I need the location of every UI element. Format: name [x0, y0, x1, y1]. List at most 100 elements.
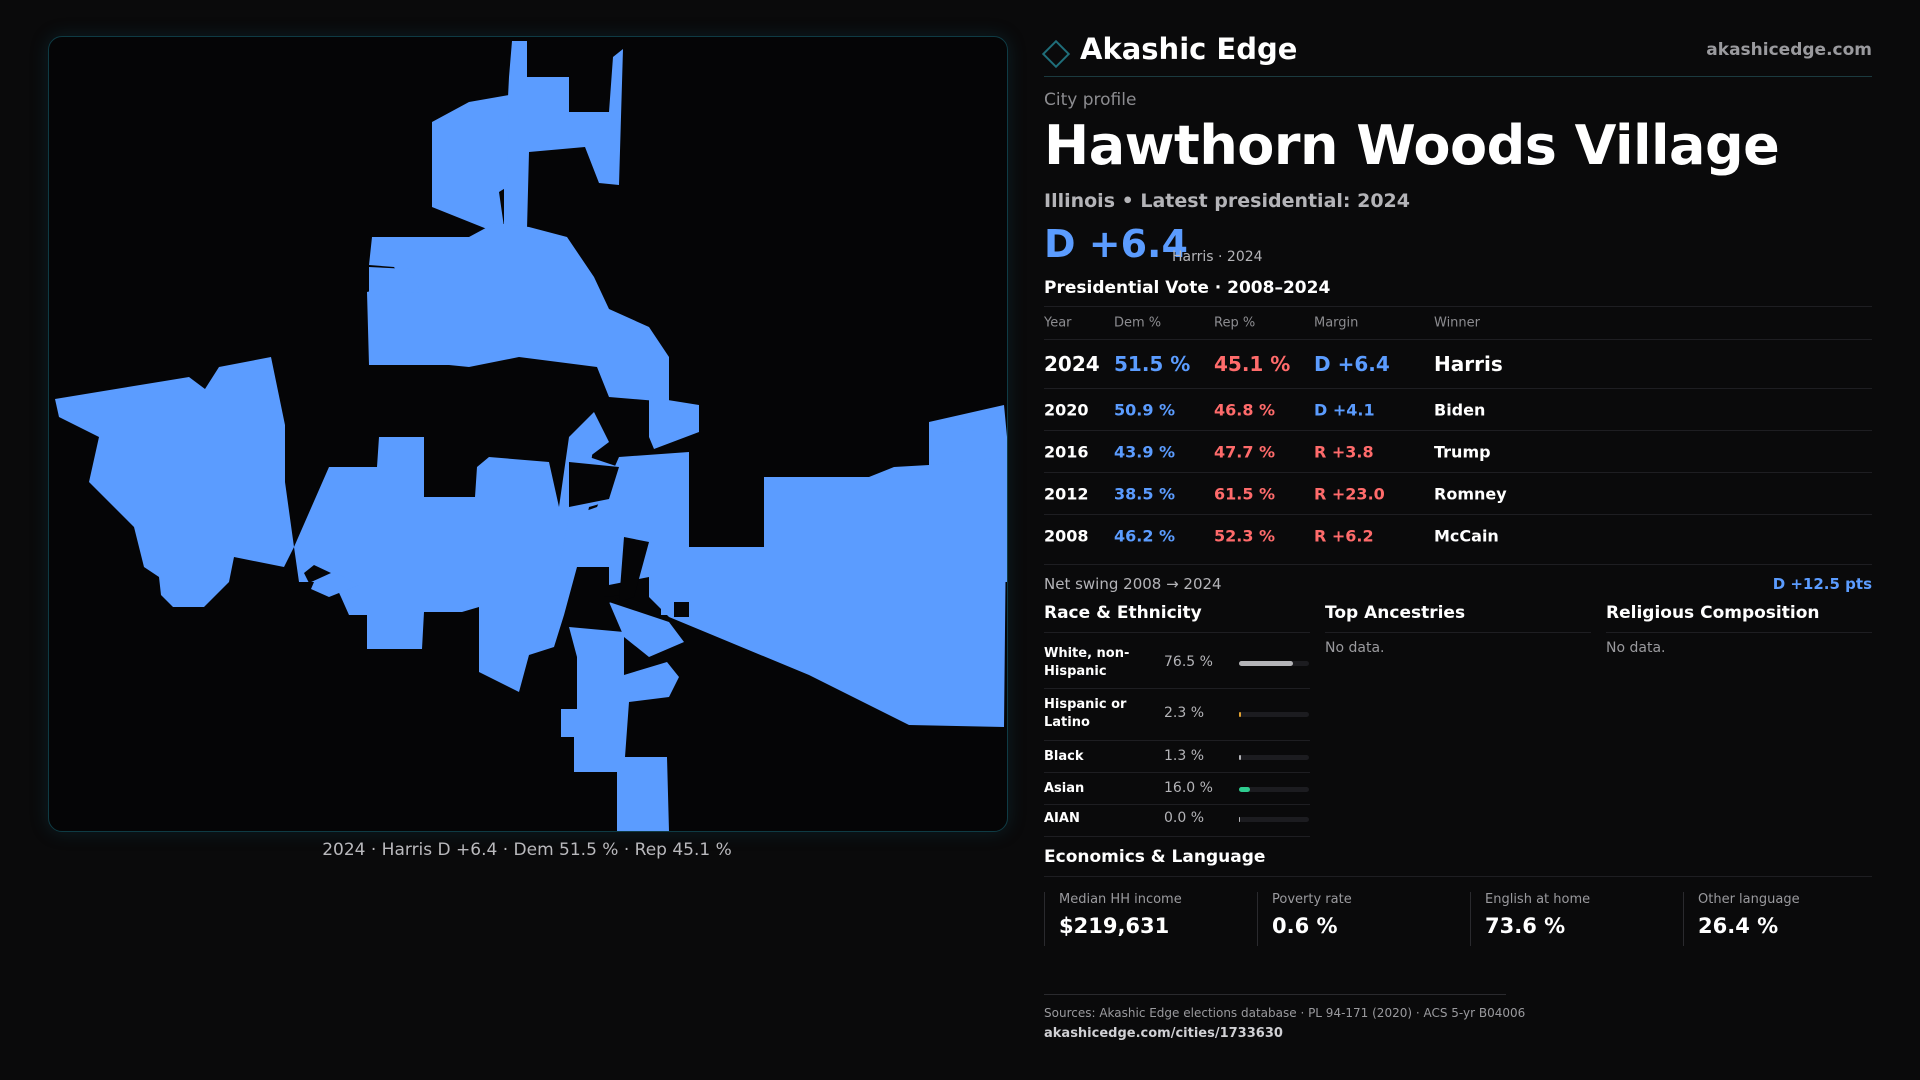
race-bar-fill [1239, 712, 1241, 717]
race-label: White, non-Hispanic [1044, 646, 1130, 679]
margin-cell: R +3.8 [1314, 442, 1374, 461]
winner-cell: Trump [1434, 442, 1491, 461]
race-value: 16.0 % [1164, 780, 1213, 796]
column-header: Rep % [1214, 315, 1256, 331]
column-header: Margin [1314, 315, 1359, 331]
ancestries-section-title: Top Ancestries [1325, 603, 1466, 623]
brand-name: Akashic Edge [1080, 32, 1298, 66]
race-value: 76.5 % [1164, 654, 1213, 670]
race-bar-fill [1239, 755, 1241, 760]
table-row: 2016 43.9 % 47.7 % R +3.8 Trump [1044, 430, 1872, 472]
winner-cell: McCain [1434, 526, 1499, 545]
map-caption: 2024 · Harris D +6.4 · Dem 51.5 % · Rep … [322, 840, 732, 860]
race-label: Asian [1044, 781, 1085, 796]
table-row: 2012 38.5 % 61.5 % R +23.0 Romney [1044, 472, 1872, 514]
rep-pct-cell: 52.3 % [1214, 526, 1276, 545]
margin-cell: R +23.0 [1314, 484, 1385, 503]
headline-margin-note: Harris · 2024 [1172, 249, 1263, 265]
brand-header: Akashic Edge akashicedge.com [1041, 32, 1872, 77]
table-row: 2024 51.5 % 45.1 % D +6.4 Harris [1044, 339, 1872, 388]
econ-label: English at home [1485, 892, 1591, 907]
headline-margin: D +6.4 [1044, 222, 1188, 266]
dem-pct-cell: 38.5 % [1114, 484, 1176, 503]
rep-pct-cell: 45.1 % [1214, 352, 1291, 376]
religion-empty: No data. [1606, 640, 1666, 656]
dem-pct-cell: 46.2 % [1114, 526, 1176, 545]
race-divider [1044, 632, 1310, 633]
margin-cell: D +6.4 [1314, 352, 1390, 376]
race-row: Black 1.3 % [1044, 742, 1310, 773]
brand-logo-icon [1041, 39, 1071, 69]
race-label: Black [1044, 749, 1084, 764]
economics-divider [1044, 876, 1872, 877]
race-label: AIAN [1044, 811, 1080, 826]
year-cell: 2024 [1044, 352, 1100, 376]
race-row: Asian 16.0 % [1044, 774, 1310, 805]
race-row: AIAN 0.0 % [1044, 806, 1310, 837]
year-cell: 2012 [1044, 484, 1089, 503]
dem-pct-cell: 50.9 % [1114, 400, 1176, 419]
winner-cell: Romney [1434, 484, 1507, 503]
race-value: 1.3 % [1164, 748, 1205, 764]
econ-card-income: Median HH income $219,631 [1044, 892, 1245, 946]
race-bar-track [1239, 712, 1309, 717]
econ-card-other-language: Other language 26.4 % [1683, 892, 1884, 946]
vote-table-title: Presidential Vote · 2008–2024 [1044, 278, 1331, 298]
city-boundary-shape [55, 41, 1007, 831]
column-header: Dem % [1114, 315, 1162, 331]
economics-section-title: Economics & Language [1044, 847, 1266, 867]
year-cell: 2016 [1044, 442, 1089, 461]
race-bar-track [1239, 787, 1309, 792]
race-bar-track [1239, 661, 1309, 666]
page-subtitle: Illinois • Latest presidential: 2024 [1044, 190, 1411, 212]
religion-divider [1606, 632, 1872, 633]
dem-pct-cell: 51.5 % [1114, 352, 1191, 376]
race-value: 2.3 % [1164, 705, 1205, 721]
margin-cell: D +4.1 [1314, 400, 1375, 419]
econ-value: $219,631 [1059, 914, 1170, 938]
year-cell: 2008 [1044, 526, 1089, 545]
table-row: 2020 50.9 % 46.8 % D +4.1 Biden [1044, 388, 1872, 430]
race-value: 0.0 % [1164, 810, 1205, 826]
net-swing-value: D +12.5 pts [1772, 575, 1872, 593]
econ-value: 0.6 % [1272, 914, 1338, 938]
econ-card-poverty: Poverty rate 0.6 % [1257, 892, 1458, 946]
city-boundary-map [48, 36, 1008, 832]
dem-pct-cell: 43.9 % [1114, 442, 1176, 461]
econ-card-english: English at home 73.6 % [1470, 892, 1671, 946]
race-bar-track [1239, 755, 1309, 760]
winner-cell: Biden [1434, 400, 1486, 419]
econ-label: Poverty rate [1272, 892, 1352, 907]
econ-label: Other language [1698, 892, 1800, 907]
winner-cell: Harris [1434, 352, 1503, 376]
econ-label: Median HH income [1059, 892, 1182, 907]
race-bar-fill [1239, 787, 1251, 792]
race-row: Hispanic or Latino 2.3 % [1044, 690, 1310, 741]
table-row: 2008 46.2 % 52.3 % R +6.2 McCain [1044, 514, 1872, 556]
rep-pct-cell: 47.7 % [1214, 442, 1276, 461]
footer-divider [1044, 994, 1506, 995]
rep-pct-cell: 61.5 % [1214, 484, 1276, 503]
footer-sources: Sources: Akashic Edge elections database… [1044, 1006, 1526, 1020]
race-section-title: Race & Ethnicity [1044, 603, 1202, 623]
rep-pct-cell: 46.8 % [1214, 400, 1276, 419]
ancestries-empty: No data. [1325, 640, 1385, 656]
margin-cell: R +6.2 [1314, 526, 1374, 545]
year-cell: 2020 [1044, 400, 1089, 419]
religion-section-title: Religious Composition [1606, 603, 1820, 623]
ancestries-divider [1325, 632, 1591, 633]
race-bar-fill [1239, 817, 1240, 822]
footer-url-link[interactable]: akashicedge.com/cities/1733630 [1044, 1026, 1283, 1041]
brand-url-link[interactable]: akashicedge.com [1706, 40, 1872, 60]
page-eyebrow: City profile [1044, 90, 1137, 110]
race-label: Hispanic or Latino [1044, 697, 1127, 730]
vote-table: Year Dem % Rep % Margin Winner 2024 51.5… [1044, 306, 1872, 556]
net-swing-row: Net swing 2008 → 2024 D +12.5 pts [1044, 564, 1872, 601]
page-title: Hawthorn Woods Village [1044, 114, 1780, 177]
column-header: Winner [1434, 315, 1481, 331]
econ-value: 26.4 % [1698, 914, 1779, 938]
race-bar-fill [1239, 661, 1293, 666]
vote-table-header: Year Dem % Rep % Margin Winner [1044, 306, 1872, 339]
column-header: Year [1044, 315, 1072, 331]
net-swing-label: Net swing 2008 → 2024 [1044, 575, 1222, 593]
